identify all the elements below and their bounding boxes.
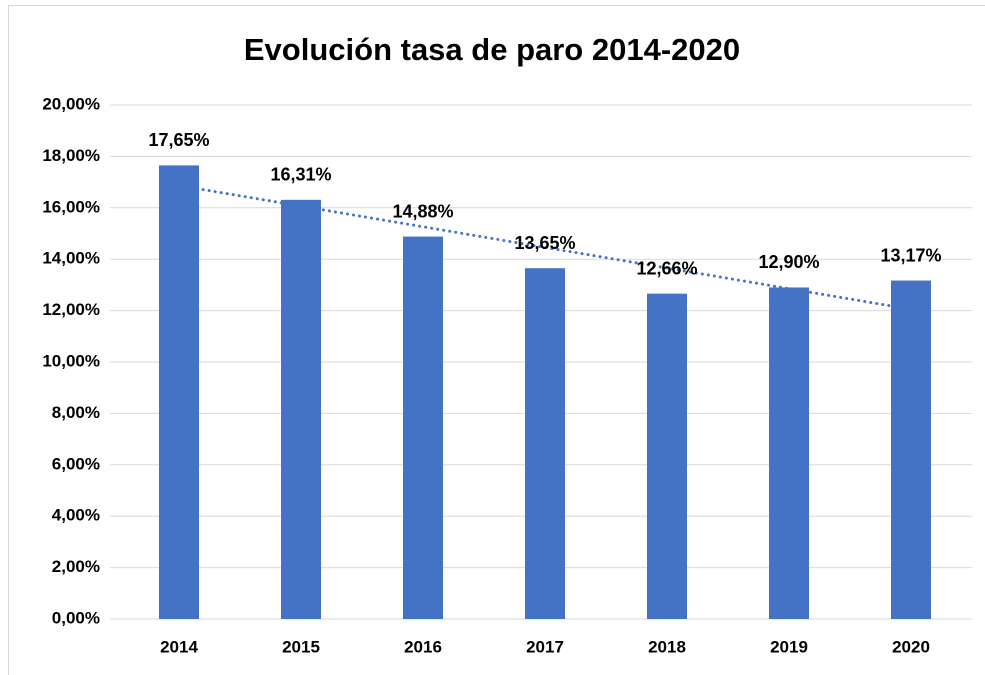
y-tick-label: 14,00% [42, 249, 100, 268]
y-tick-label: 6,00% [52, 454, 100, 473]
bar [403, 236, 443, 620]
y-tick-label: 10,00% [42, 351, 100, 370]
y-tick-label: 16,00% [42, 197, 100, 216]
x-tick-label: 2017 [526, 637, 564, 656]
data-label: 14,88% [392, 201, 453, 221]
bar [891, 280, 931, 619]
data-label: 17,65% [148, 130, 209, 150]
y-tick-label: 2,00% [52, 557, 100, 576]
trendline [177, 183, 913, 311]
chart-title: Evolución tasa de paro 2014-2020 [244, 32, 740, 67]
y-tick-label: 18,00% [42, 146, 100, 165]
data-label: 16,31% [270, 165, 331, 185]
y-tick-label: 12,00% [42, 300, 100, 319]
y-tick-label: 0,00% [52, 608, 100, 627]
data-label: 12,90% [758, 252, 819, 272]
chart-border [8, 5, 985, 675]
y-tick-label: 8,00% [52, 403, 100, 422]
x-tick-label: 2016 [404, 637, 442, 656]
bar [525, 268, 565, 619]
x-tick-label: 2018 [648, 637, 686, 656]
x-tick-label: 2019 [770, 637, 808, 656]
y-tick-label: 20,00% [42, 94, 100, 113]
y-tick-label: 4,00% [52, 506, 100, 525]
x-tick-label: 2014 [160, 637, 198, 656]
bar [769, 287, 809, 619]
data-label: 13,65% [514, 233, 575, 253]
data-label: 13,17% [880, 245, 941, 265]
data-label: 12,66% [636, 258, 697, 278]
x-tick-label: 2015 [282, 637, 320, 656]
bar [281, 199, 321, 619]
x-tick-label: 2020 [892, 637, 930, 656]
bar [647, 293, 687, 619]
bar [159, 165, 199, 619]
